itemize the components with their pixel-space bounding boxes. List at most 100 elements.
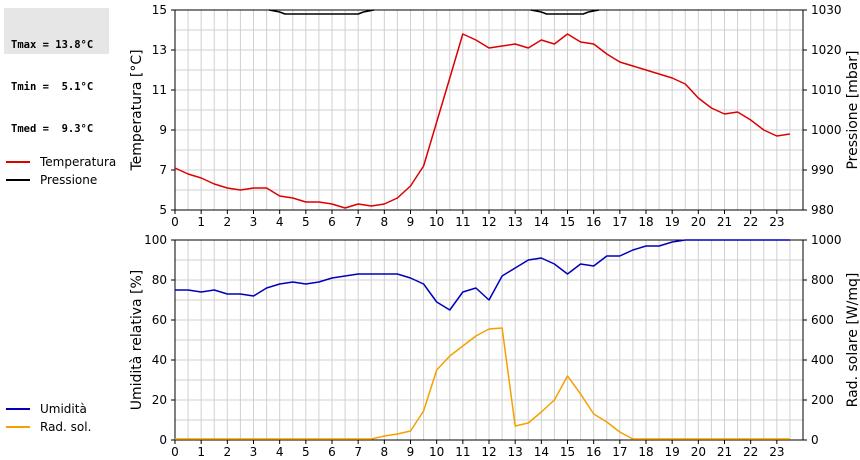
y-tick-label-top: 7 (159, 163, 167, 177)
y-tick-label-top: 9 (159, 123, 167, 137)
x-tick-label-bottom: 5 (302, 445, 310, 459)
y-tick-label-top: 11 (152, 83, 167, 97)
x-tick-label-bottom: 1 (197, 445, 205, 459)
legend-item-temperature: Temperatura (6, 153, 116, 171)
legend-item-pressure: Pressione (6, 171, 116, 189)
x-tick-label-bottom: 6 (328, 445, 336, 459)
x-tick-label-bottom: 11 (455, 445, 470, 459)
y-tick-label-bottom: 20 (152, 393, 167, 407)
y2-tick-label-top: 1010 (811, 83, 842, 97)
x-tick-label-top: 21 (717, 215, 732, 229)
series-line-rad-sol- (175, 327, 790, 440)
y-tick-label-bottom: 60 (152, 313, 167, 327)
x-tick-label-top: 3 (250, 215, 258, 229)
x-tick-label-top: 18 (638, 215, 653, 229)
y-tick-label-top: 5 (159, 203, 167, 217)
x-tick-label-top: 7 (354, 215, 362, 229)
x-tick-label-top: 0 (171, 215, 179, 229)
x-tick-label-bottom: 4 (276, 445, 284, 459)
legend-label-pressure: Pressione (40, 173, 98, 187)
x-tick-label-bottom: 17 (612, 445, 627, 459)
x-tick-label-top: 10 (429, 215, 444, 229)
x-tick-label-top: 12 (481, 215, 496, 229)
y-tick-label-bottom: 80 (152, 273, 167, 287)
x-tick-label-bottom: 9 (407, 445, 415, 459)
tmin-text: Tmin = 5.1°C (11, 81, 94, 93)
x-tick-label-bottom: 21 (717, 445, 732, 459)
x-tick-label-bottom: 15 (560, 445, 575, 459)
legend-swatch-radiation (6, 426, 30, 428)
legend-item-humidity: Umidità (6, 400, 91, 418)
tmed-text: Tmed = 9.3°C (11, 123, 94, 135)
y2-tick-label-bottom: 1000 (811, 233, 842, 247)
legend-top: Temperatura Pressione (6, 153, 116, 189)
x-tick-label-top: 14 (534, 215, 549, 229)
x-tick-label-top: 19 (665, 215, 680, 229)
x-tick-label-top: 16 (586, 215, 601, 229)
y-axis-label-top: Temperatura [°C] (129, 49, 145, 171)
x-tick-label-top: 9 (407, 215, 415, 229)
y2-tick-label-bottom: 400 (811, 353, 834, 367)
series-line-umidit- (175, 239, 790, 311)
legend-item-radiation: Rad. sol. (6, 418, 91, 436)
x-tick-label-top: 5 (302, 215, 310, 229)
legend-label-humidity: Umidità (40, 402, 87, 416)
x-tick-label-bottom: 18 (638, 445, 653, 459)
x-tick-label-bottom: 19 (665, 445, 680, 459)
y2-tick-label-top: 1000 (811, 123, 842, 137)
series-line-pressione (269, 9, 375, 15)
y-axis-label-bottom: Umidità relativa [%] (129, 270, 145, 411)
y2-tick-label-bottom: 800 (811, 273, 834, 287)
stats-box: Tmax = 13.8°C Tmin = 5.1°C Tmed = 9.3°C (4, 8, 109, 135)
y2-tick-label-bottom: 200 (811, 393, 834, 407)
y2-tick-label-top: 990 (811, 163, 834, 177)
legend-bottom: Umidità Rad. sol. (6, 402, 91, 436)
y2-tick-label-bottom: 0 (811, 433, 819, 447)
legend-swatch-temperature (6, 161, 30, 163)
x-tick-label-top: 1 (197, 215, 205, 229)
x-tick-label-top: 20 (691, 215, 706, 229)
x-tick-label-bottom: 23 (769, 445, 784, 459)
x-tick-label-bottom: 3 (250, 445, 258, 459)
y-tick-label-bottom: 0 (159, 433, 167, 447)
x-tick-label-bottom: 2 (224, 445, 232, 459)
x-tick-label-bottom: 13 (508, 445, 523, 459)
series-line-temperatura (174, 33, 791, 209)
y2-tick-label-top: 1020 (811, 43, 842, 57)
x-tick-label-top: 6 (328, 215, 336, 229)
x-tick-label-top: 15 (560, 215, 575, 229)
legend-label-temperature: Temperatura (40, 155, 117, 169)
y2-axis-label-top: Pressione [mbar] (845, 50, 860, 169)
y-tick-label-bottom: 40 (152, 353, 167, 367)
x-tick-label-bottom: 12 (481, 445, 496, 459)
x-tick-label-top: 13 (508, 215, 523, 229)
x-tick-label-top: 8 (381, 215, 389, 229)
x-tick-label-bottom: 16 (586, 445, 601, 459)
y-tick-label-bottom: 100 (144, 233, 167, 247)
x-tick-label-top: 4 (276, 215, 284, 229)
x-tick-label-bottom: 20 (691, 445, 706, 459)
y2-axis-label-bottom: Rad. solare [W/mq] (845, 273, 860, 408)
y2-tick-label-bottom: 600 (811, 313, 834, 327)
x-tick-label-bottom: 0 (171, 445, 179, 459)
tmax-text: Tmax = 13.8°C (11, 39, 94, 51)
x-tick-label-top: 17 (612, 215, 627, 229)
x-tick-label-top: 2 (224, 215, 232, 229)
legend-label-radiation: Rad. sol. (40, 420, 92, 434)
series-line-pressione-b (530, 9, 600, 15)
legend-swatch-pressure (6, 179, 30, 181)
y-tick-label-top: 13 (152, 43, 167, 57)
x-tick-label-bottom: 14 (534, 445, 549, 459)
y-tick-label-top: 15 (152, 3, 167, 17)
y2-tick-label-top: 980 (811, 203, 834, 217)
legend-swatch-humidity (6, 408, 30, 410)
y2-tick-label-top: 1030 (811, 3, 842, 17)
x-tick-label-bottom: 10 (429, 445, 444, 459)
x-tick-label-top: 11 (455, 215, 470, 229)
x-tick-label-bottom: 22 (743, 445, 758, 459)
x-tick-label-bottom: 7 (354, 445, 362, 459)
x-tick-label-bottom: 8 (381, 445, 389, 459)
x-tick-label-top: 22 (743, 215, 758, 229)
x-tick-label-top: 23 (769, 215, 784, 229)
